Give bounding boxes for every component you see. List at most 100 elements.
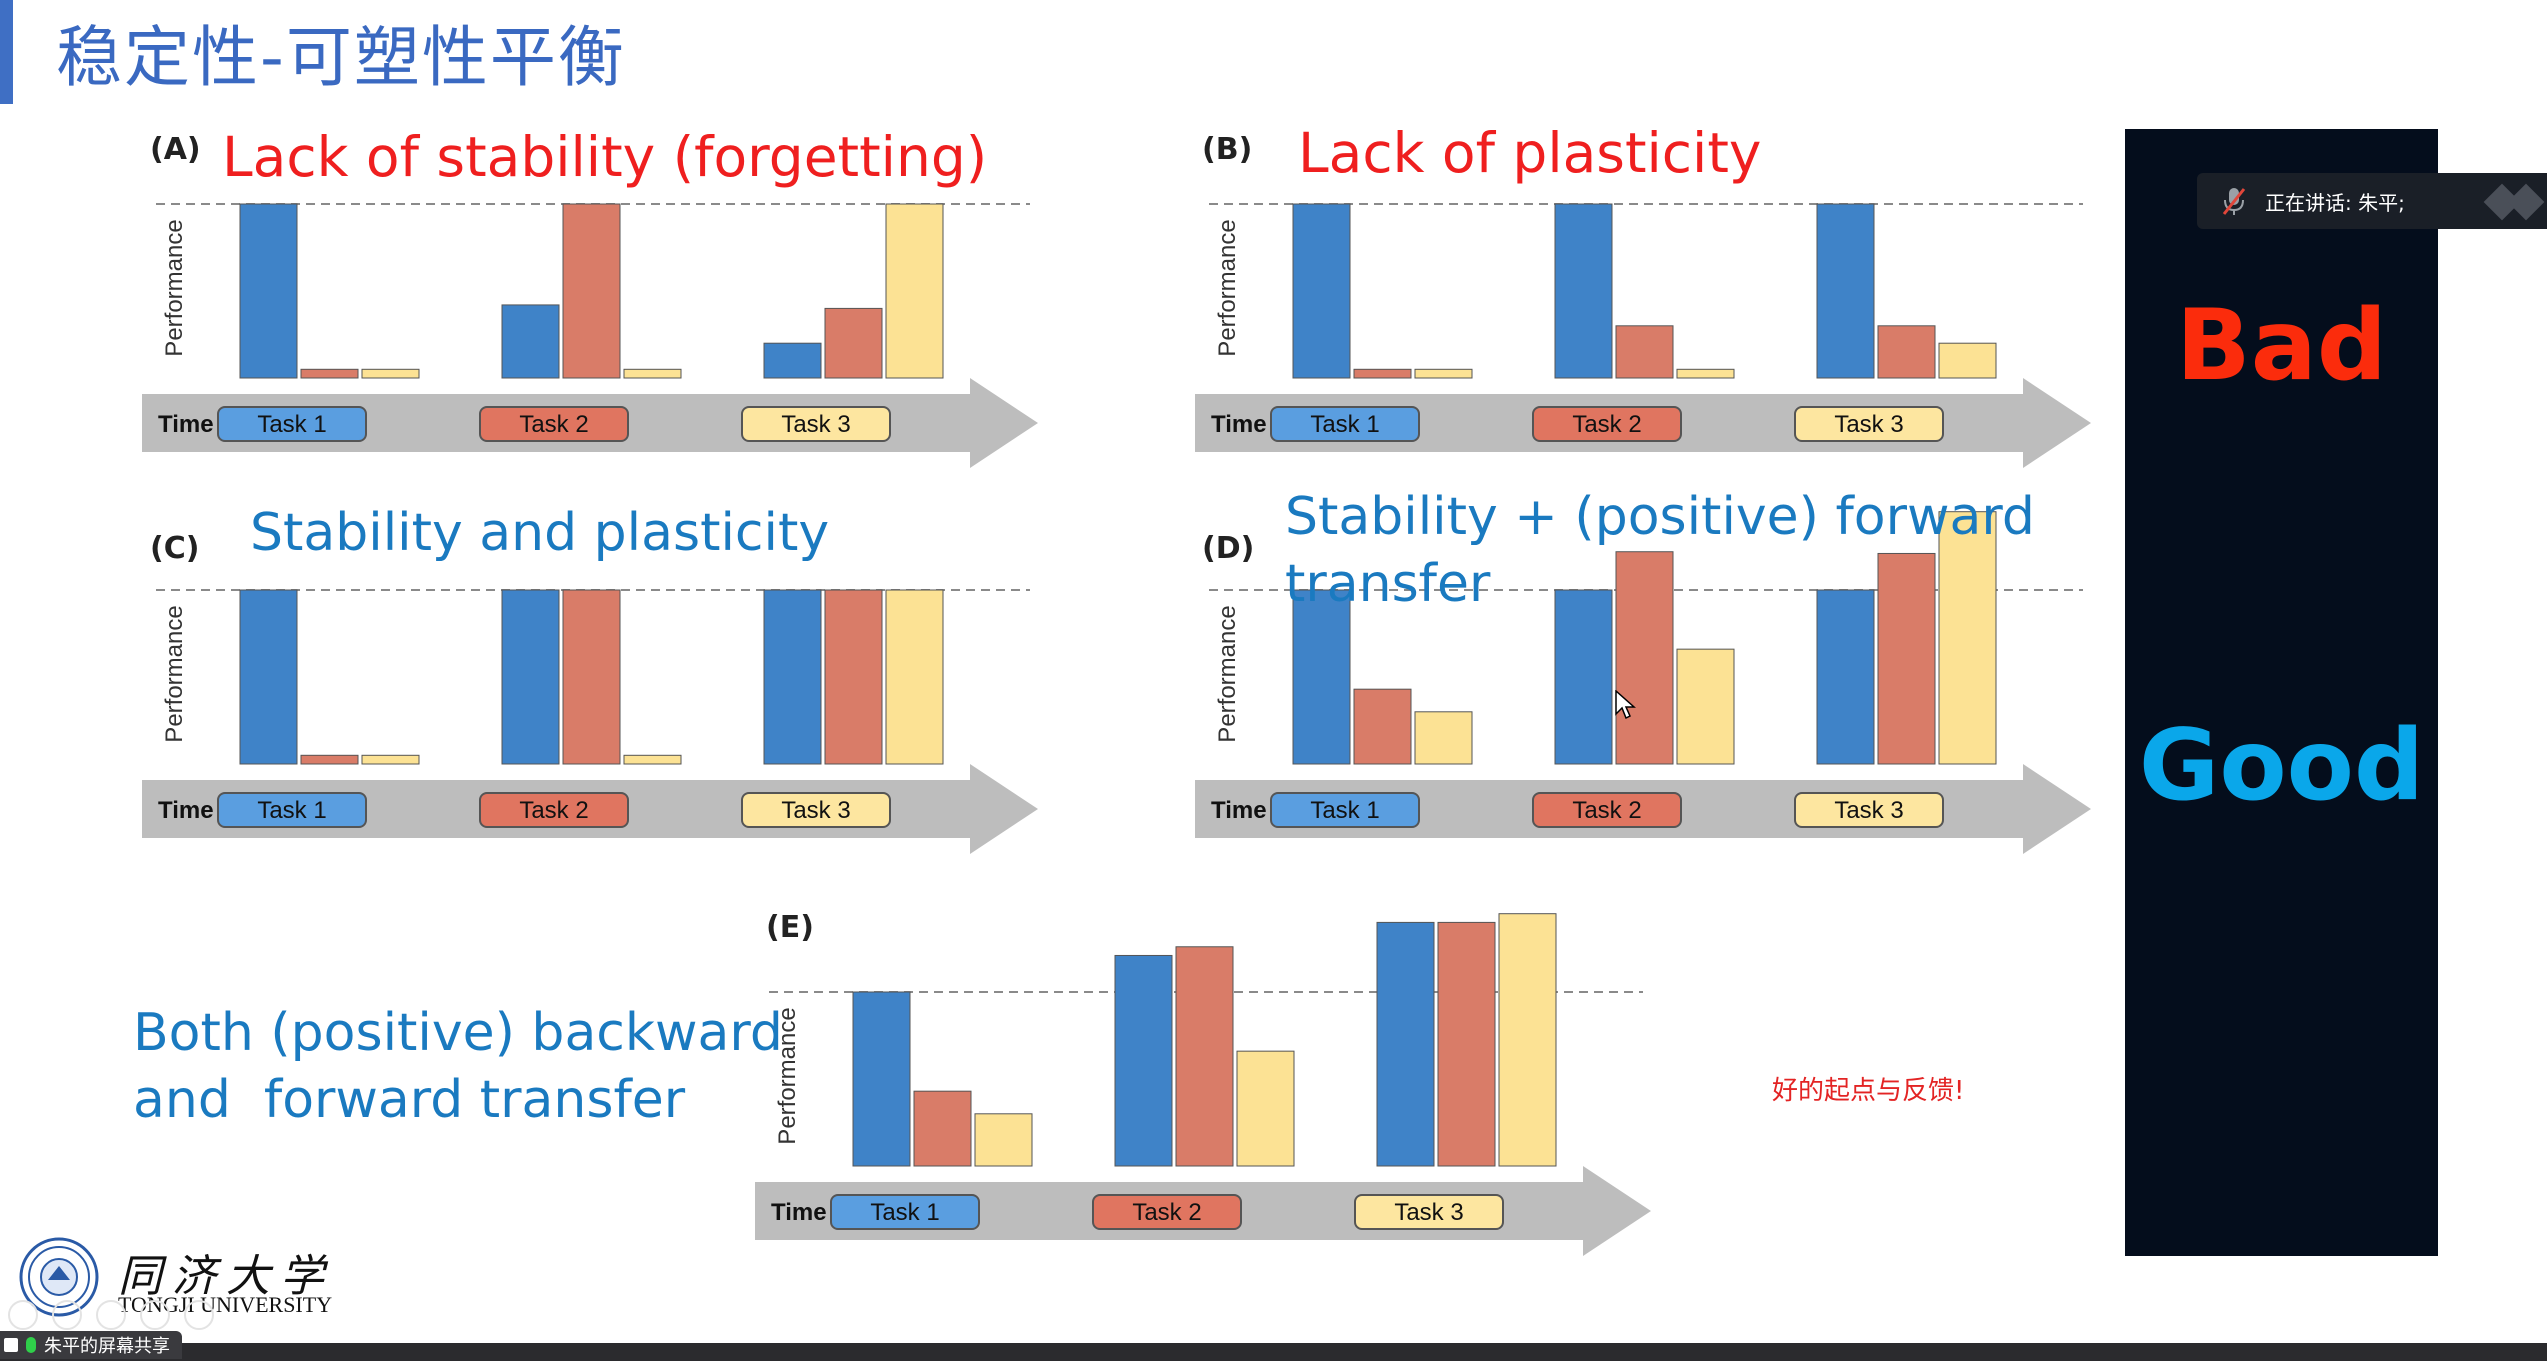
panel-letter-c: (C) (150, 531, 200, 566)
bar-task1-series3 (974, 1113, 1033, 1167)
chart-panel-b: Performance Time Task 1 Task 2 Task 3 (1195, 203, 2091, 468)
bar-task1-series1 (852, 991, 911, 1167)
bar-task2-series2 (1615, 551, 1674, 765)
next-slide-icon[interactable] (52, 1300, 82, 1330)
more-icon[interactable] (184, 1300, 214, 1330)
bar-task3-series2 (1437, 921, 1496, 1167)
chart-panel-c: Performance Time Task 1 Task 2 Task 3 (142, 589, 1038, 854)
bar-task3-series3 (1938, 342, 1997, 379)
bar-task2-series2 (562, 589, 621, 765)
slide-title: 稳定性-可塑性平衡 (56, 19, 626, 96)
bar-task1-series2 (300, 754, 359, 765)
bar-task2-series2 (1175, 946, 1234, 1167)
y-axis-label: Performance (1214, 605, 1241, 742)
bar-task3-series1 (1816, 589, 1875, 765)
screen-share-indicator[interactable]: 朱平的屏幕共享 (0, 1331, 182, 1359)
bar-task1-series2 (1353, 368, 1412, 379)
heading-panel-a: Lack of stability (forgetting) (222, 125, 988, 189)
bar-task3-series3 (885, 589, 944, 765)
mouse-cursor-icon (1615, 690, 1636, 720)
bar-task2-series2 (1615, 325, 1674, 379)
task-pill-2 (1092, 1194, 1242, 1230)
pen-icon[interactable] (96, 1300, 126, 1330)
panel-letter-e: (E) (766, 910, 814, 945)
task-pill-3 (1794, 406, 1944, 442)
bar-task2-series3 (1236, 1050, 1295, 1167)
bar-task2-series1 (1554, 589, 1613, 765)
task-pill-1 (217, 792, 367, 828)
task-pill-1 (1270, 792, 1420, 828)
task-label-1: Task 1 (257, 797, 326, 824)
y-axis-label: Performance (1214, 219, 1241, 356)
task-pill-1 (1270, 406, 1420, 442)
task-pill-1 (217, 406, 367, 442)
heading-panel-e: Both (positive) backward and forward tra… (133, 1003, 783, 1130)
panel-letter-b: (B) (1202, 132, 1253, 167)
active-speaker-bar[interactable]: 正在讲话: 朱平; (2197, 173, 2547, 229)
chart-panel-d: Performance Time Task 1 Task 2 Task 3 (1195, 511, 2091, 854)
screen-share-label: 朱平的屏幕共享 (44, 1336, 170, 1357)
mic-active-icon (26, 1337, 36, 1353)
bar-task3-series1 (1376, 921, 1435, 1167)
prev-slide-icon[interactable] (8, 1300, 38, 1330)
task-label-1: Task 1 (257, 411, 326, 438)
bar-task2-series3 (1676, 648, 1735, 765)
title-accent-bar (0, 0, 13, 104)
x-axis-label: Time (1211, 797, 1267, 824)
chart-panel-e: Performance Time Task 1 Task 2 Task 3 (755, 913, 1651, 1256)
task-label-3: Task 3 (781, 797, 850, 824)
task-label-2: Task 2 (1572, 797, 1641, 824)
task-pill-3 (741, 792, 891, 828)
heading-panel-d: Stability + (positive) forward transfer (1285, 487, 2035, 614)
bar-task3-series2 (1877, 552, 1936, 765)
bar-task2-series3 (623, 754, 682, 765)
bar-task2-series3 (623, 368, 682, 379)
bar-task2-series2 (562, 203, 621, 379)
bar-task2-series1 (1554, 203, 1613, 379)
bar-task1-series3 (361, 368, 420, 379)
zoom-icon[interactable] (140, 1300, 170, 1330)
bar-task3-series2 (824, 589, 883, 765)
y-axis-label: Performance (161, 605, 188, 742)
task-label-2: Task 2 (519, 797, 588, 824)
bar-task1-series1 (1292, 203, 1351, 379)
task-pill-2 (1532, 792, 1682, 828)
feedback-note: 好的起点与反馈! (1772, 1076, 1965, 1106)
bar-task1-series3 (1414, 711, 1473, 765)
x-axis-label: Time (158, 411, 214, 438)
task-pill-1 (830, 1194, 980, 1230)
bar-task1-series1 (239, 203, 298, 379)
slide-controls (8, 1300, 214, 1330)
bar-task1-series2 (913, 1090, 972, 1167)
x-axis-label: Time (158, 797, 214, 824)
task-pill-2 (1532, 406, 1682, 442)
task-label-2: Task 2 (1132, 1199, 1201, 1226)
task-pill-2 (479, 792, 629, 828)
verdict-good: Good (2138, 709, 2425, 823)
bar-task2-series3 (1676, 368, 1735, 379)
task-label-3: Task 3 (1834, 411, 1903, 438)
bar-task1-series3 (361, 754, 420, 765)
meeting-bottom-bar (0, 1343, 2547, 1361)
bar-task3-series1 (763, 342, 822, 379)
bar-task1-series2 (1353, 688, 1412, 765)
task-label-3: Task 3 (1394, 1199, 1463, 1226)
task-label-1: Task 1 (870, 1199, 939, 1226)
heading-panel-b: Lack of plasticity (1298, 121, 1762, 185)
speaker-tile-icon (2483, 183, 2545, 221)
bar-task2-series1 (501, 589, 560, 765)
bar-task3-series2 (824, 307, 883, 379)
bar-task3-series3 (885, 203, 944, 379)
bar-task2-series1 (1114, 954, 1173, 1167)
bar-task3-series1 (763, 589, 822, 765)
panel-letter-d: (D) (1202, 531, 1255, 566)
university-name-cn: 同济大学 (118, 1251, 334, 1302)
active-speaker-text: 正在讲话: 朱平; (2265, 190, 2405, 215)
task-label-1: Task 1 (1310, 797, 1379, 824)
bar-task1-series1 (1292, 589, 1351, 765)
bar-task2-series1 (501, 304, 560, 379)
screen-icon (4, 1338, 18, 1352)
task-label-3: Task 3 (1834, 797, 1903, 824)
task-pill-3 (741, 406, 891, 442)
x-axis-label: Time (771, 1199, 827, 1226)
